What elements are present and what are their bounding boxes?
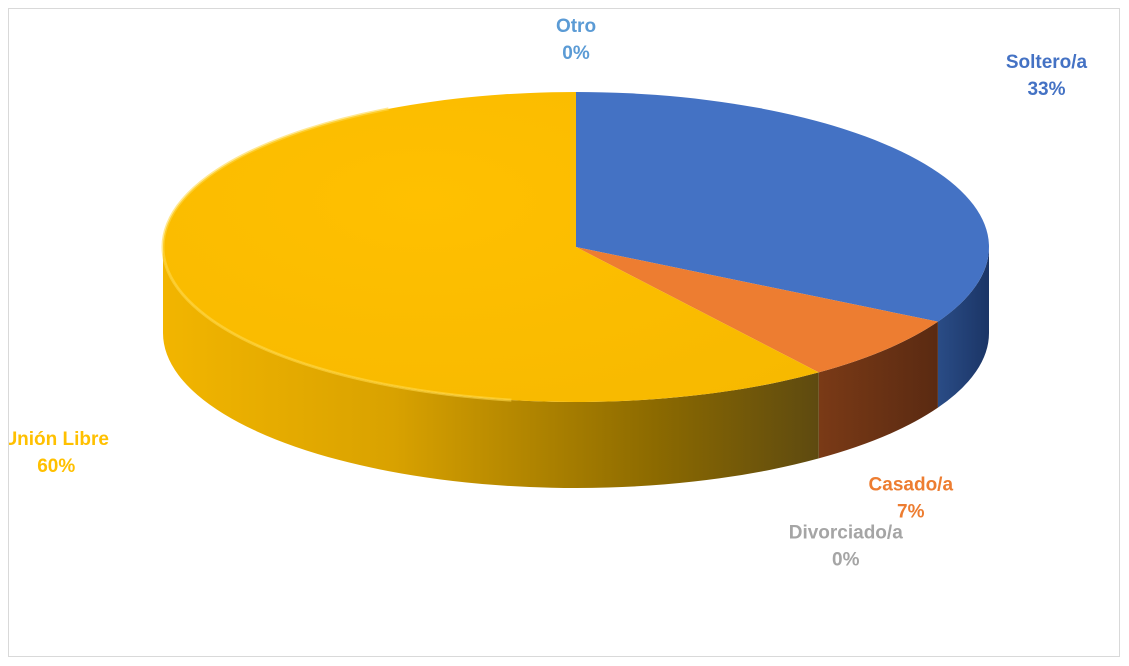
pie-value-soltero-a: 33% bbox=[1027, 79, 1065, 100]
pie-value-otro: 0% bbox=[562, 43, 590, 64]
pie-side-casado-a bbox=[818, 321, 938, 459]
pie-slice-casado-a[interactable] bbox=[576, 247, 938, 373]
pie-sides bbox=[163, 247, 989, 488]
pie-label-union-libre: Unión Libre bbox=[9, 429, 109, 450]
pie-value-casado-a: 7% bbox=[897, 502, 925, 523]
pie-label-casado-a: Casado/a bbox=[869, 475, 954, 496]
pie-labels: Soltero/a 33% Casado/a 7%Divorciado/a 0% Unió… bbox=[9, 16, 1088, 570]
pie-value-union-libre: 60% bbox=[37, 456, 75, 477]
pie-slice-union-libre[interactable] bbox=[162, 92, 819, 403]
pie-label-divorciado-a: Divorciado/a bbox=[789, 522, 903, 543]
pie-chart: Soltero/a 33% Casado/a 7%Divorciado/a 0% Unió… bbox=[9, 16, 1088, 570]
pie-label-soltero-a: Soltero/a bbox=[1006, 52, 1088, 73]
chart-area: Soltero/a 33% Casado/a 7% Divorciado/a 0% Unió… bbox=[8, 8, 1120, 657]
pie-label-otro: Otro bbox=[556, 16, 596, 37]
pie-slice-soltero-a[interactable] bbox=[576, 92, 990, 322]
pie-side-soltero-a bbox=[937, 247, 989, 408]
pie-tops bbox=[161, 92, 990, 403]
pie-side-union-libre bbox=[163, 247, 819, 488]
pie-value-divorciado-a: 0% bbox=[832, 549, 860, 570]
pie-rim-highlight bbox=[161, 107, 512, 402]
